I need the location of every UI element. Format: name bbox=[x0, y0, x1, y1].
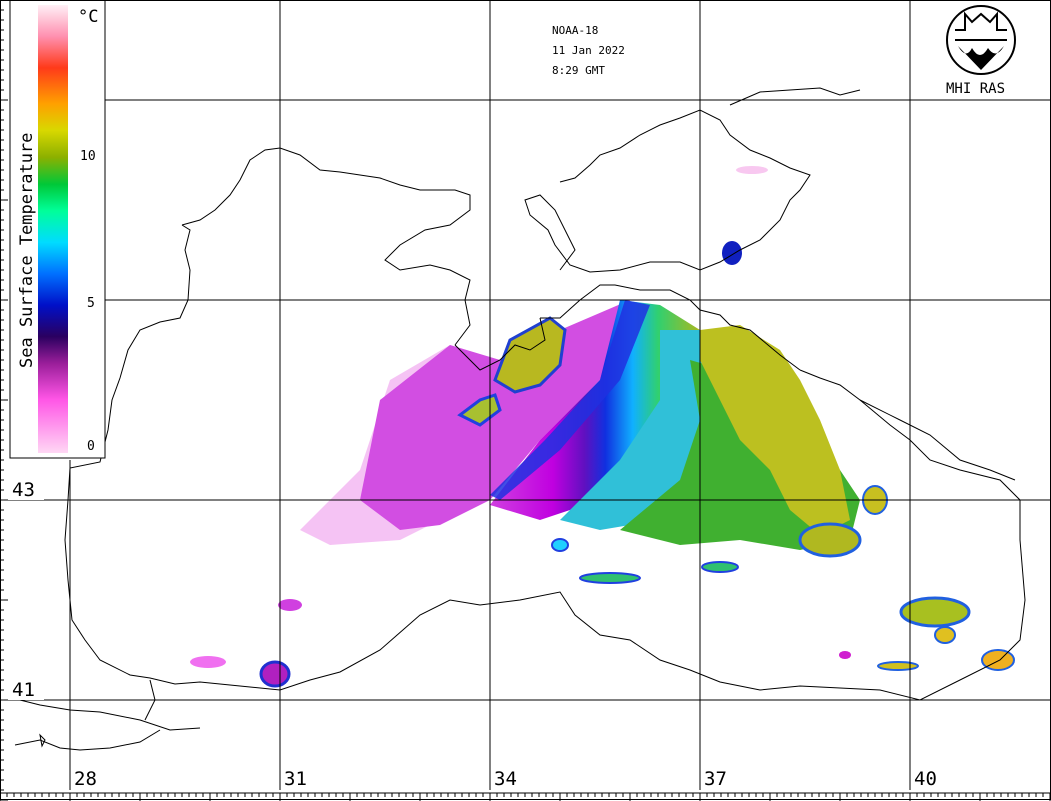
lat-labels: 43 41 bbox=[8, 478, 44, 701]
image-time: 8:29 GMT bbox=[552, 64, 605, 77]
colorbar-gradient bbox=[38, 5, 68, 453]
lon-label-28: 28 bbox=[74, 768, 97, 790]
satellite-name: NOAA-18 bbox=[552, 24, 598, 37]
coastline bbox=[14, 87, 1026, 751]
sst-field bbox=[190, 166, 1015, 688]
colorbar-tick-5: 5 bbox=[87, 296, 95, 311]
colorbar-unit: °C bbox=[78, 7, 98, 27]
colorbar-tick-10: 10 bbox=[80, 149, 96, 164]
mhi-ras-logo: MHI RAS bbox=[946, 5, 1016, 97]
lon-label-40: 40 bbox=[914, 768, 937, 790]
image-date: 11 Jan 2022 bbox=[552, 44, 625, 57]
lat-label-43: 43 bbox=[12, 479, 35, 501]
colorbar-tick-0: 0 bbox=[87, 439, 95, 454]
colorbar: °C 10 5 0 Sea Surface Temperature bbox=[9, 0, 106, 459]
image-header: NOAA-18 11 Jan 2022 8:29 GMT bbox=[552, 24, 625, 77]
lat-label-41: 41 bbox=[12, 679, 35, 701]
lon-labels: 28 31 34 37 40 bbox=[74, 768, 937, 790]
lon-label-31: 31 bbox=[284, 768, 307, 790]
lon-label-37: 37 bbox=[704, 768, 727, 790]
lon-label-34: 34 bbox=[494, 768, 517, 790]
colorbar-title: Sea Surface Temperature bbox=[17, 133, 37, 368]
logo-text: MHI RAS bbox=[946, 81, 1005, 97]
